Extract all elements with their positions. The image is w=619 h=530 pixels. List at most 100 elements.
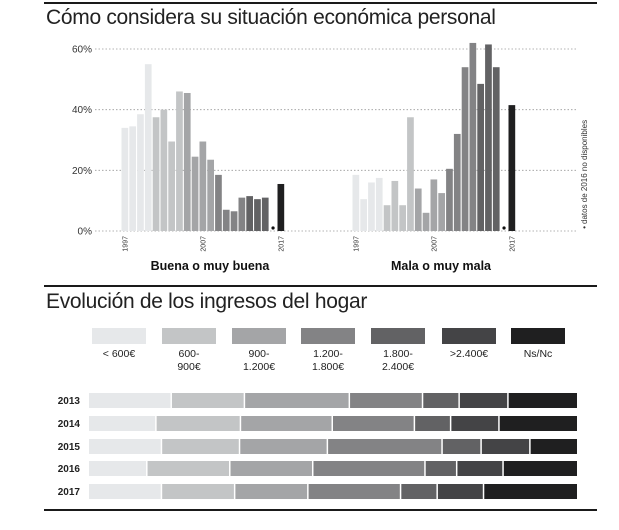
- stacked-segment: [147, 461, 230, 476]
- y-tick-label: 0%: [78, 227, 93, 238]
- stacked-segment: [457, 461, 503, 476]
- bar: [238, 197, 246, 231]
- bar: [121, 127, 129, 231]
- data-note: datos de 2016 no disponibles: [580, 120, 589, 224]
- legend-swatch: [301, 328, 355, 344]
- stacked-segment: [459, 393, 508, 408]
- bottom-rule: [44, 509, 597, 511]
- missing-data-dot: [271, 226, 275, 230]
- bar: [469, 42, 477, 231]
- bar: [438, 193, 445, 231]
- bar: [215, 174, 222, 231]
- stacked-segment: [442, 439, 481, 454]
- stacked-segment: [481, 439, 530, 454]
- legend-label: 1.200-1.800€: [312, 348, 344, 373]
- legend-swatch: [442, 328, 496, 344]
- row-year-label: 2017: [58, 487, 81, 498]
- bar: [176, 91, 183, 231]
- stacked-segment: [240, 439, 327, 454]
- legend-swatch: [232, 328, 286, 344]
- stacked-segment: [89, 393, 171, 408]
- missing-data-dot: [502, 226, 506, 230]
- stacked-segment: [89, 461, 147, 476]
- stacked-segment: [350, 393, 422, 408]
- stacked-segment: [437, 484, 483, 499]
- stacked-segment: [89, 439, 161, 454]
- x-year-label: 2007: [431, 236, 438, 252]
- middle-rule: [44, 285, 597, 287]
- panel-label: Buena o muy buena: [151, 259, 271, 273]
- bar: [191, 156, 199, 231]
- stacked-segment: [425, 461, 456, 476]
- bar: [129, 126, 136, 231]
- legend-swatch: [371, 328, 425, 344]
- bar: [407, 117, 414, 231]
- row-year-label: 2014: [58, 419, 81, 430]
- legend-label: 900-1.200€: [243, 348, 275, 373]
- stacked-segment: [451, 416, 499, 431]
- x-year-label: 2017: [278, 236, 285, 252]
- stacked-segment: [308, 484, 400, 499]
- top-rule: [44, 2, 597, 4]
- note-marker: •: [583, 223, 586, 232]
- legend-label: >2.400€: [450, 348, 488, 360]
- legend-label: 1.800-2.400€: [382, 348, 414, 373]
- stacked-segment: [530, 439, 577, 454]
- row-year-label: 2013: [58, 396, 81, 407]
- x-year-label: 1997: [353, 236, 360, 252]
- legend-swatch: [92, 328, 146, 344]
- bar: [383, 205, 391, 231]
- bar: [137, 114, 144, 231]
- stacked-segment: [484, 484, 577, 499]
- row-year-label: 2016: [58, 464, 81, 475]
- bar: [207, 159, 214, 231]
- bar: [375, 177, 383, 231]
- chart-title-ingresos: Evolución de los ingresos del hogar: [46, 290, 368, 313]
- stacked-segment: [313, 461, 425, 476]
- bar: [152, 117, 160, 231]
- stacked-segment: [89, 484, 161, 499]
- bar: [222, 209, 230, 231]
- stacked-segment: [89, 416, 156, 431]
- bar: [160, 109, 168, 231]
- y-tick-label: 60%: [72, 45, 92, 56]
- x-year-label: 2007: [200, 236, 207, 252]
- stacked-segment: [162, 484, 234, 499]
- bar-chart-situacion: 0% 20% 40% 60% 1997 2007 2017 Buena o muy buena…: [72, 42, 589, 273]
- chart-title-situacion: Cómo considera su situación económica pe…: [46, 6, 496, 29]
- stacked-segment: [508, 393, 577, 408]
- bar: [368, 182, 375, 231]
- legend-label: 600-900€: [177, 348, 201, 373]
- bar: [261, 197, 269, 231]
- x-year-label: 2017: [509, 236, 516, 252]
- bar: [199, 141, 207, 231]
- stacked-segment: [171, 393, 244, 408]
- stacked-segment: [156, 416, 240, 431]
- legend-label: Ns/Nc: [524, 348, 553, 360]
- bar: [422, 212, 430, 231]
- bar: [414, 188, 422, 231]
- bar: [477, 83, 484, 231]
- bar: [492, 67, 500, 231]
- stacked-segment: [423, 393, 459, 408]
- stacked-segment: [162, 439, 239, 454]
- stacked-segment: [241, 416, 332, 431]
- bar: [254, 199, 261, 231]
- stacked-segment: [230, 461, 312, 476]
- bar: [485, 44, 492, 232]
- stacked-segment: [499, 416, 577, 431]
- stacked-segment: [328, 439, 442, 454]
- bar: [352, 174, 360, 231]
- bar: [391, 180, 399, 231]
- bar: [430, 179, 438, 231]
- row-year-label: 2015: [58, 442, 81, 453]
- bar: [230, 211, 238, 231]
- bar: [453, 133, 461, 231]
- bar: [168, 141, 175, 231]
- bar: [399, 205, 406, 231]
- stacked-segment: [333, 416, 414, 431]
- bar: [144, 64, 152, 232]
- legend-swatch: [162, 328, 216, 344]
- panel-label: Mala o muy mala: [391, 259, 492, 273]
- stacked-segment: [503, 461, 577, 476]
